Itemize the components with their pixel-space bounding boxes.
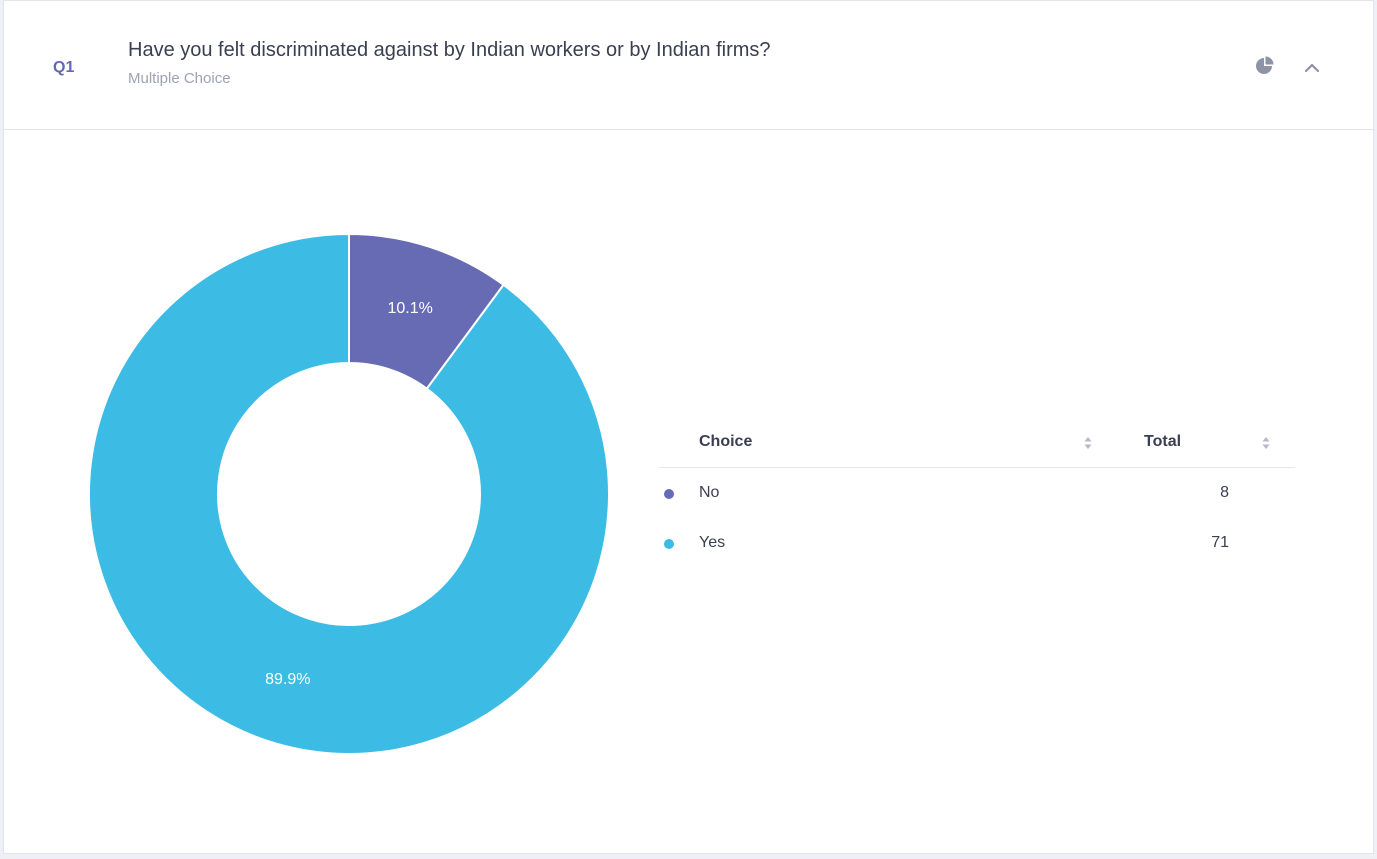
sort-arrows-icon[interactable] <box>1261 436 1271 450</box>
sort-arrows-icon[interactable] <box>1083 436 1093 450</box>
results-table-header: Choice Total <box>659 419 1295 468</box>
table-row: Yes 71 <box>659 518 1295 568</box>
legend-dot-no <box>664 489 674 499</box>
pie-chart-icon[interactable] <box>1253 55 1275 77</box>
question-header: Q1 Have you felt discriminated against b… <box>4 1 1373 130</box>
choice-label: Yes <box>699 534 726 551</box>
total-column-header[interactable]: Total <box>1144 433 1182 450</box>
legend-dot-yes <box>664 539 674 549</box>
table-row: No 8 <box>659 468 1295 518</box>
slice-label-yes: 89.9% <box>265 671 310 688</box>
slice-label-no: 10.1% <box>387 300 432 317</box>
donut-chart: 10.1% 89.9% <box>88 232 610 755</box>
question-type: Multiple Choice <box>128 70 231 87</box>
question-card: Q1 Have you felt discriminated against b… <box>3 0 1374 854</box>
choice-total: 8 <box>1220 484 1229 501</box>
results-table: Choice Total No 8 Yes 71 <box>659 419 1295 568</box>
choice-label: No <box>699 484 720 501</box>
chevron-up-icon[interactable] <box>1301 57 1323 79</box>
choice-total: 71 <box>1211 534 1229 551</box>
donut-slice-yes[interactable] <box>88 232 610 755</box>
question-number: Q1 <box>53 59 75 76</box>
choice-column-header[interactable]: Choice <box>699 433 753 450</box>
question-title: Have you felt discriminated against by I… <box>128 39 771 61</box>
